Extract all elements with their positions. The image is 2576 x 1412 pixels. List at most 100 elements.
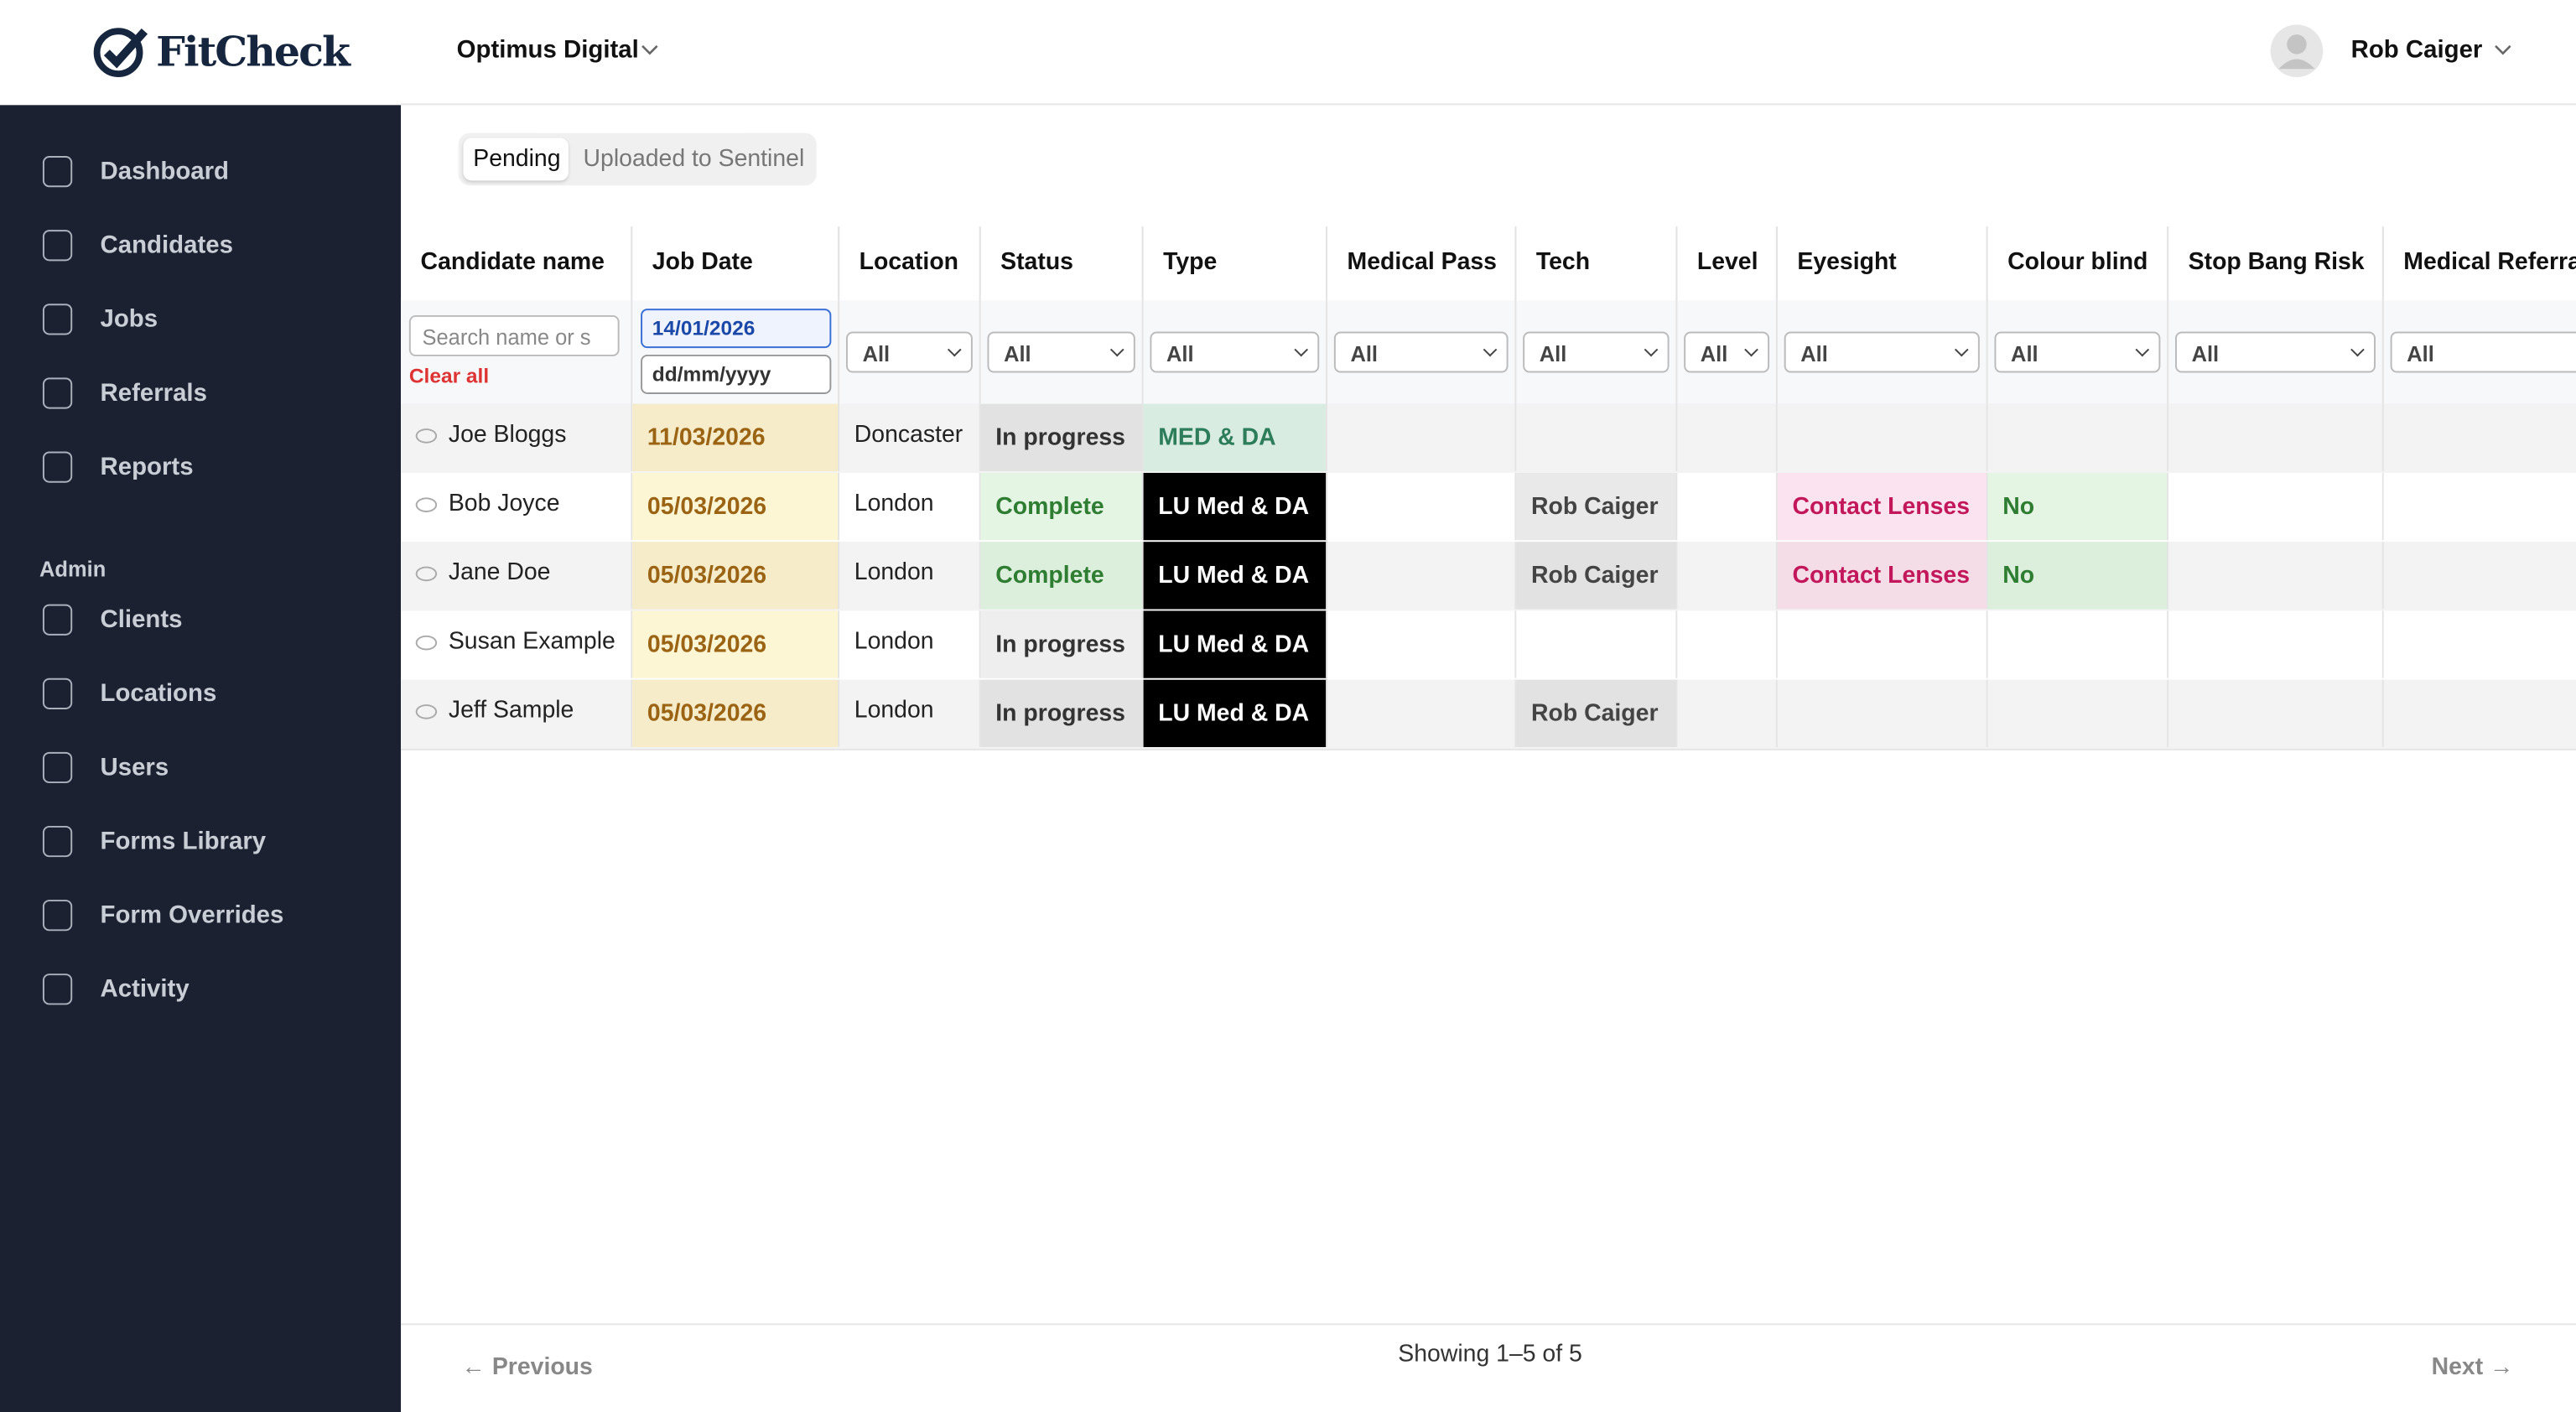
table-cell: London xyxy=(839,679,981,747)
table-cell: MED & DA xyxy=(1143,403,1328,472)
column-divider xyxy=(2381,226,2384,404)
brand: FitCheck xyxy=(156,28,351,76)
column-header: Candidate name xyxy=(401,226,633,301)
table-cell xyxy=(1327,403,1517,472)
view-icon xyxy=(415,704,438,719)
nav-item[interactable]: Activity xyxy=(100,975,190,1004)
filter-select[interactable]: All xyxy=(1994,331,2161,373)
filter-select[interactable]: All xyxy=(2390,331,2576,373)
table-cell xyxy=(1677,679,1778,747)
nav-icon xyxy=(42,230,73,262)
column-header: Eyesight xyxy=(1778,226,1988,301)
table-cell xyxy=(2168,403,2384,472)
nav-item[interactable]: Dashboard xyxy=(100,157,230,186)
table-cell: In progress xyxy=(980,679,1144,747)
nav-item[interactable]: Forms Library xyxy=(100,827,267,856)
table-cell: Rob Caiger xyxy=(1516,472,1678,541)
filter-select[interactable]: All xyxy=(1684,331,1770,373)
view-icon xyxy=(415,428,438,444)
nav-item[interactable]: Clients xyxy=(100,605,183,634)
column-divider xyxy=(2167,226,2169,404)
table-cell: LU Med & DA xyxy=(1143,472,1328,541)
table-cell[interactable]: Joe Bloggs xyxy=(401,403,633,472)
nav-item[interactable]: Users xyxy=(100,753,169,782)
table-cell xyxy=(2383,610,2576,678)
column-header: Level xyxy=(1677,226,1778,301)
nav-item[interactable]: Reports xyxy=(100,453,194,481)
table-cell xyxy=(1327,679,1517,747)
nav-icon xyxy=(42,377,73,409)
table-cell[interactable]: Jane Doe xyxy=(401,542,633,610)
filter-select[interactable]: All xyxy=(845,331,973,373)
nav-icon xyxy=(42,604,73,636)
column-header: Medical Pass xyxy=(1327,226,1517,301)
column-divider xyxy=(1141,226,1144,404)
table-cell: Rob Caiger xyxy=(1516,679,1678,747)
table-cell: No xyxy=(1987,472,2169,541)
filter-select[interactable]: All xyxy=(1523,331,1670,373)
nav-icon xyxy=(42,751,73,784)
table-cell: In progress xyxy=(980,403,1144,472)
active-tab xyxy=(463,138,569,181)
view-icon xyxy=(415,497,438,512)
table-cell xyxy=(1677,610,1778,678)
table-cell: Complete xyxy=(980,542,1144,610)
table-cell: Doncaster xyxy=(839,403,981,472)
table-cell xyxy=(2383,472,2576,541)
table-cell: LU Med & DA xyxy=(1143,610,1328,678)
column-divider xyxy=(979,226,981,404)
table-cell[interactable]: Susan Example xyxy=(401,610,633,678)
filter-select[interactable]: All xyxy=(1333,331,1509,373)
table-cell: Rob Caiger xyxy=(1516,542,1678,610)
filter-select[interactable]: All xyxy=(1150,331,1320,373)
nav-item[interactable]: Referrals xyxy=(100,379,207,408)
date-from[interactable]: 14/01/2026 xyxy=(641,309,832,349)
table-cell: LU Med & DA xyxy=(1143,679,1328,747)
table-cell: London xyxy=(839,542,981,610)
column-header: Tech xyxy=(1516,226,1678,301)
filter-select[interactable]: All xyxy=(987,331,1135,373)
section-label: Admin xyxy=(39,556,106,582)
column-divider xyxy=(1775,226,1778,404)
table-cell: 05/03/2026 xyxy=(632,472,840,541)
tab[interactable]: Pending xyxy=(473,146,561,173)
table-cell xyxy=(1516,610,1678,678)
table-cell xyxy=(1987,679,2169,747)
table-cell xyxy=(1516,403,1678,472)
nav-item[interactable]: Candidates xyxy=(100,231,233,260)
logo: FitCheck xyxy=(0,0,402,106)
column-header: Status xyxy=(981,226,1144,301)
org-switcher[interactable]: Optimus Digital xyxy=(456,36,639,65)
chevron xyxy=(641,44,658,55)
previous-button[interactable]: ← Previous xyxy=(461,1354,593,1381)
column-divider xyxy=(1675,226,1678,404)
column-header: Type xyxy=(1144,226,1328,301)
nav-item[interactable]: Form Overrides xyxy=(100,901,284,930)
table-cell: 11/03/2026 xyxy=(632,403,840,472)
table-cell[interactable]: Bob Joyce xyxy=(401,472,633,541)
table-cell xyxy=(2168,542,2384,610)
table-cell xyxy=(1677,472,1778,541)
nav-item[interactable]: Jobs xyxy=(100,305,158,334)
table-cell: Contact Lenses xyxy=(1777,472,1988,541)
table-cell xyxy=(1677,403,1778,472)
table-cell xyxy=(1327,610,1517,678)
table-cell xyxy=(2168,679,2384,747)
search-input[interactable]: Search name or s xyxy=(408,314,620,356)
table-cell: Contact Lenses xyxy=(1777,542,1988,610)
chevron xyxy=(2495,44,2511,55)
table-cell xyxy=(1677,542,1778,610)
nav-item[interactable]: Locations xyxy=(100,679,217,708)
filter-select[interactable]: All xyxy=(1784,331,1980,373)
table-cell[interactable]: Jeff Sample xyxy=(401,679,633,747)
date-to[interactable]: dd/mm/yyyy xyxy=(641,354,832,394)
user-menu[interactable]: Rob Caiger xyxy=(2350,36,2483,65)
table-cell xyxy=(2383,679,2576,747)
filter-select[interactable]: All xyxy=(2174,331,2376,373)
column-divider xyxy=(1514,226,1517,404)
next-button[interactable]: Next → xyxy=(2431,1354,2514,1381)
tab[interactable]: Uploaded to Sentinel xyxy=(583,146,805,173)
clear-filters[interactable]: Clear all xyxy=(408,364,490,388)
table-cell xyxy=(1987,403,2169,472)
